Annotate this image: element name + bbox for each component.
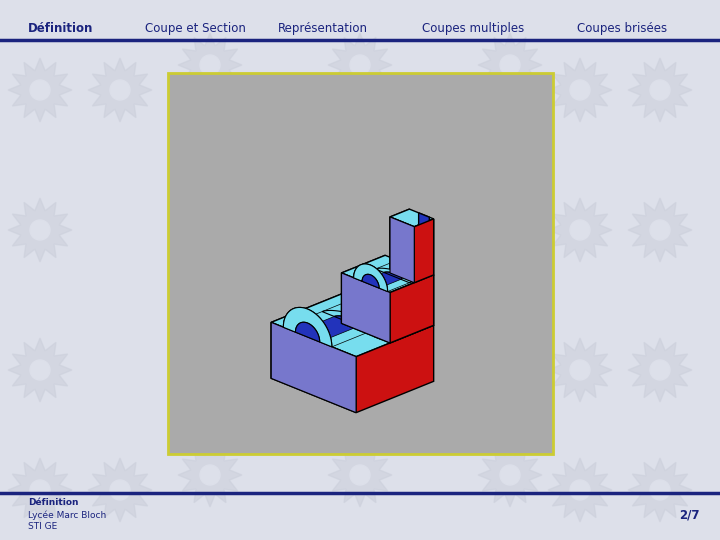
Polygon shape — [384, 272, 402, 279]
Circle shape — [500, 465, 520, 485]
Polygon shape — [178, 443, 242, 507]
Text: Coupes multiples: Coupes multiples — [422, 22, 524, 35]
Polygon shape — [354, 264, 387, 292]
Polygon shape — [295, 322, 320, 342]
Polygon shape — [628, 458, 692, 522]
Text: Représentation: Représentation — [278, 22, 368, 35]
Circle shape — [200, 465, 220, 485]
Text: STI GE: STI GE — [28, 522, 58, 531]
Polygon shape — [328, 33, 392, 97]
Polygon shape — [548, 338, 612, 402]
Circle shape — [570, 360, 590, 380]
Polygon shape — [628, 338, 692, 402]
Polygon shape — [8, 198, 72, 262]
Polygon shape — [356, 325, 433, 413]
Circle shape — [30, 360, 50, 380]
Polygon shape — [284, 307, 332, 347]
Polygon shape — [284, 279, 402, 347]
Circle shape — [650, 360, 670, 380]
Polygon shape — [362, 274, 379, 288]
Polygon shape — [295, 294, 390, 342]
Polygon shape — [341, 255, 385, 323]
Polygon shape — [354, 248, 426, 292]
Polygon shape — [478, 33, 542, 97]
Polygon shape — [414, 219, 433, 283]
Polygon shape — [88, 58, 152, 122]
Text: Coupes brisées: Coupes brisées — [577, 22, 667, 35]
Polygon shape — [375, 268, 411, 283]
Circle shape — [30, 220, 50, 240]
Polygon shape — [414, 219, 433, 283]
Polygon shape — [271, 291, 348, 379]
Text: 2/7: 2/7 — [680, 509, 700, 522]
Polygon shape — [341, 273, 390, 343]
Polygon shape — [178, 33, 242, 97]
Polygon shape — [390, 209, 433, 227]
Text: Définition: Définition — [28, 498, 78, 507]
Polygon shape — [628, 58, 692, 122]
Polygon shape — [8, 458, 72, 522]
Polygon shape — [271, 291, 433, 356]
Circle shape — [650, 480, 670, 500]
Polygon shape — [88, 458, 152, 522]
Circle shape — [650, 220, 670, 240]
Circle shape — [570, 80, 590, 100]
Circle shape — [500, 55, 520, 75]
Text: Lycée Marc Bloch: Lycée Marc Bloch — [28, 510, 107, 519]
Polygon shape — [374, 286, 382, 340]
Polygon shape — [390, 217, 414, 283]
Polygon shape — [628, 198, 692, 262]
Circle shape — [570, 480, 590, 500]
Circle shape — [570, 220, 590, 240]
Polygon shape — [334, 316, 360, 326]
Polygon shape — [8, 338, 72, 402]
Polygon shape — [341, 255, 433, 293]
Polygon shape — [295, 322, 320, 342]
Polygon shape — [390, 275, 433, 343]
Circle shape — [350, 55, 370, 75]
Circle shape — [650, 80, 670, 100]
Polygon shape — [354, 264, 387, 292]
Circle shape — [200, 55, 220, 75]
Bar — [168, 73, 553, 454]
Circle shape — [110, 80, 130, 100]
Polygon shape — [271, 322, 356, 413]
Polygon shape — [390, 217, 414, 283]
Circle shape — [30, 80, 50, 100]
Polygon shape — [284, 307, 332, 347]
Polygon shape — [328, 443, 392, 507]
Polygon shape — [341, 273, 390, 343]
Polygon shape — [362, 259, 418, 288]
Polygon shape — [548, 198, 612, 262]
Circle shape — [350, 465, 370, 485]
Polygon shape — [271, 322, 356, 413]
Polygon shape — [548, 58, 612, 122]
Polygon shape — [478, 443, 542, 507]
Text: Définition: Définition — [28, 22, 94, 35]
Polygon shape — [548, 458, 612, 522]
Circle shape — [30, 480, 50, 500]
Polygon shape — [8, 58, 72, 122]
Polygon shape — [322, 310, 374, 331]
Polygon shape — [390, 275, 433, 343]
Text: Coupe et Section: Coupe et Section — [145, 22, 246, 35]
Polygon shape — [390, 209, 410, 273]
Circle shape — [110, 480, 130, 500]
Polygon shape — [418, 213, 429, 323]
Polygon shape — [362, 274, 379, 288]
